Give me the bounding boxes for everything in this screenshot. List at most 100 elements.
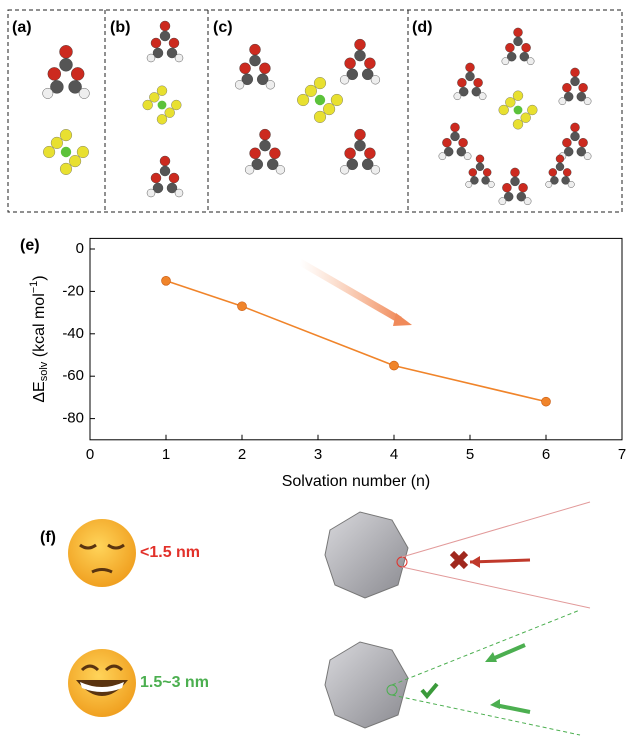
atom: [513, 105, 523, 115]
y-tick-label: 0: [76, 240, 84, 257]
atom: [475, 154, 485, 164]
atom: [510, 167, 520, 178]
atom: [330, 93, 343, 107]
atom: [512, 90, 524, 101]
atom: [241, 73, 254, 86]
panel-label: (a): [12, 19, 32, 36]
atom: [510, 176, 520, 187]
panel-label: (b): [110, 19, 130, 36]
atom: [501, 57, 510, 66]
atom: [364, 147, 376, 160]
atom: [171, 99, 182, 111]
atom: [555, 162, 565, 172]
atom: [156, 85, 168, 96]
plot-frame: [89, 237, 623, 441]
atom: [42, 88, 54, 99]
atom: [142, 99, 153, 111]
atom: [259, 128, 271, 141]
atom: [570, 76, 580, 87]
atom: [453, 92, 462, 100]
atom: [168, 172, 180, 184]
x-tick-label: 3: [314, 446, 322, 463]
atom: [576, 146, 586, 157]
data-point: [237, 301, 247, 312]
atom: [567, 180, 575, 188]
atom: [470, 176, 479, 185]
atom: [50, 136, 63, 149]
pore-size-label: <1.5 nm: [140, 544, 200, 561]
atom: [59, 45, 73, 59]
atom: [174, 53, 184, 63]
atom: [370, 75, 381, 85]
atom: [570, 67, 580, 78]
atom: [570, 131, 580, 142]
atom: [583, 97, 592, 105]
molecules: [42, 20, 592, 205]
particle: [324, 641, 409, 729]
atom: [156, 114, 168, 125]
atom: [516, 191, 526, 202]
sad-emoji: [68, 519, 136, 587]
panel-label: (f): [40, 529, 56, 546]
atom: [70, 67, 85, 81]
atom: [519, 52, 529, 62]
atom: [562, 82, 572, 93]
atom: [47, 67, 61, 81]
atom: [457, 77, 467, 88]
atom: [523, 197, 532, 205]
x-axis-title: Solvation number (n): [282, 473, 431, 490]
atom: [69, 155, 82, 168]
atom: [475, 162, 485, 172]
atom: [578, 137, 588, 148]
atom: [68, 80, 82, 94]
atom: [513, 36, 523, 47]
y-tick-label: -20: [62, 282, 84, 299]
atom: [465, 180, 473, 188]
atom: [59, 162, 73, 175]
atom: [159, 30, 171, 42]
atom: [159, 155, 171, 167]
atom: [561, 176, 570, 185]
atom: [564, 91, 574, 102]
atom: [526, 57, 535, 66]
atom: [146, 188, 156, 198]
trend-arrow-head: [393, 313, 412, 326]
atom: [346, 68, 358, 81]
atom: [76, 145, 89, 159]
atom: [313, 110, 327, 123]
data-point: [161, 275, 171, 286]
atom: [456, 146, 466, 157]
atom: [259, 62, 271, 75]
atom: [174, 188, 184, 198]
atom: [257, 73, 269, 86]
y-tick-label: -80: [62, 410, 84, 427]
atom: [168, 37, 180, 49]
atom: [555, 154, 565, 164]
atom: [245, 165, 255, 175]
chart: Solvation number (n) ΔEsolv (kcal mol−1)…: [28, 237, 626, 490]
panel-f: <1.5 nm 1.5~3 nm: [68, 501, 591, 736]
atom: [313, 77, 327, 90]
atom: [527, 104, 538, 116]
atom: [60, 146, 72, 158]
atom: [505, 43, 515, 53]
atom: [564, 146, 574, 157]
atom: [239, 62, 251, 75]
atom: [59, 58, 73, 72]
atom: [314, 94, 326, 106]
atom: [354, 139, 366, 152]
data-point: [389, 360, 399, 371]
atom: [275, 165, 286, 175]
atom: [157, 100, 167, 110]
atom: [570, 122, 580, 133]
atom: [583, 152, 592, 160]
atom: [507, 52, 517, 62]
atom: [502, 182, 512, 193]
atom: [545, 180, 553, 188]
atom: [370, 165, 381, 175]
atom: [468, 168, 477, 177]
atom: [498, 104, 509, 116]
atom: [459, 86, 469, 97]
atom: [344, 57, 356, 69]
atom: [164, 107, 175, 118]
